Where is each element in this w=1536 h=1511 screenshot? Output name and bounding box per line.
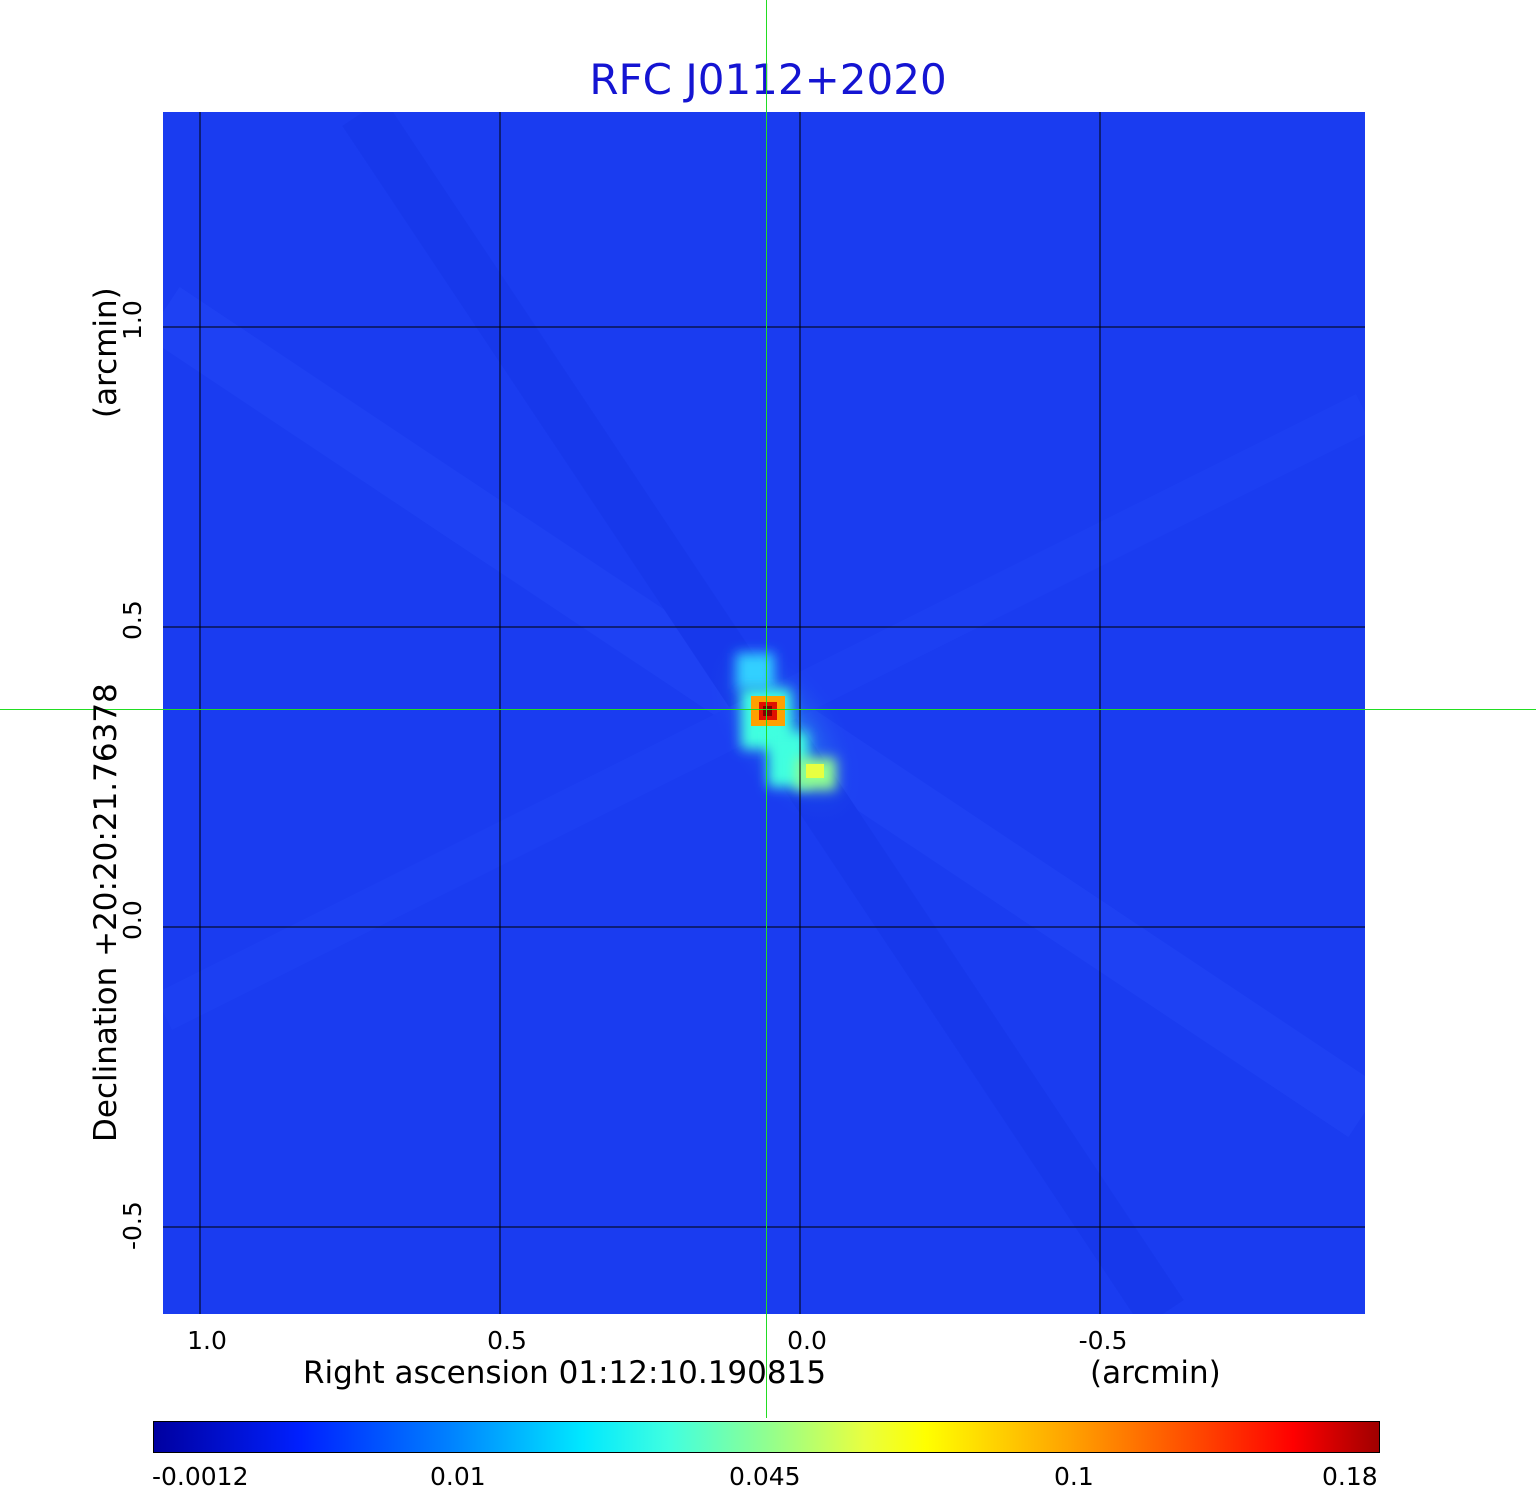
x-tick-label: 0.5 <box>487 1326 527 1355</box>
coordinate-grid <box>163 112 1365 1314</box>
y-tick-label: -0.5 <box>118 1201 147 1250</box>
y-axis-unit: (arcmin) <box>88 287 124 418</box>
x-tick-label: -0.5 <box>1078 1326 1128 1355</box>
colorbar-tick-label: 0.045 <box>729 1462 801 1491</box>
colorbar-tick-label: 0.18 <box>1322 1462 1378 1491</box>
colorbar-tick-label: -0.0012 <box>152 1462 249 1491</box>
image-title: RFC J0112+2020 <box>589 55 947 104</box>
radio-map-image <box>163 112 1365 1314</box>
y-tick-label: 0.5 <box>118 600 147 640</box>
x-axis-unit: (arcmin) <box>1090 1355 1221 1391</box>
crosshair-horizontal <box>0 709 1536 710</box>
x-tick-label: 1.0 <box>187 1326 227 1355</box>
source-emission <box>705 635 865 829</box>
y-axis-label: Declination +20:20:21.76378 <box>88 683 124 1142</box>
x-axis-label: Right ascension 01:12:10.190815 <box>303 1355 827 1391</box>
radio-map-canvas <box>163 112 1365 1314</box>
x-tick-label: 0.0 <box>787 1326 827 1355</box>
colorbar-tick-label: 0.01 <box>430 1462 486 1491</box>
colorbar <box>153 1421 1380 1453</box>
colorbar-tick-label: 0.1 <box>1054 1462 1094 1491</box>
